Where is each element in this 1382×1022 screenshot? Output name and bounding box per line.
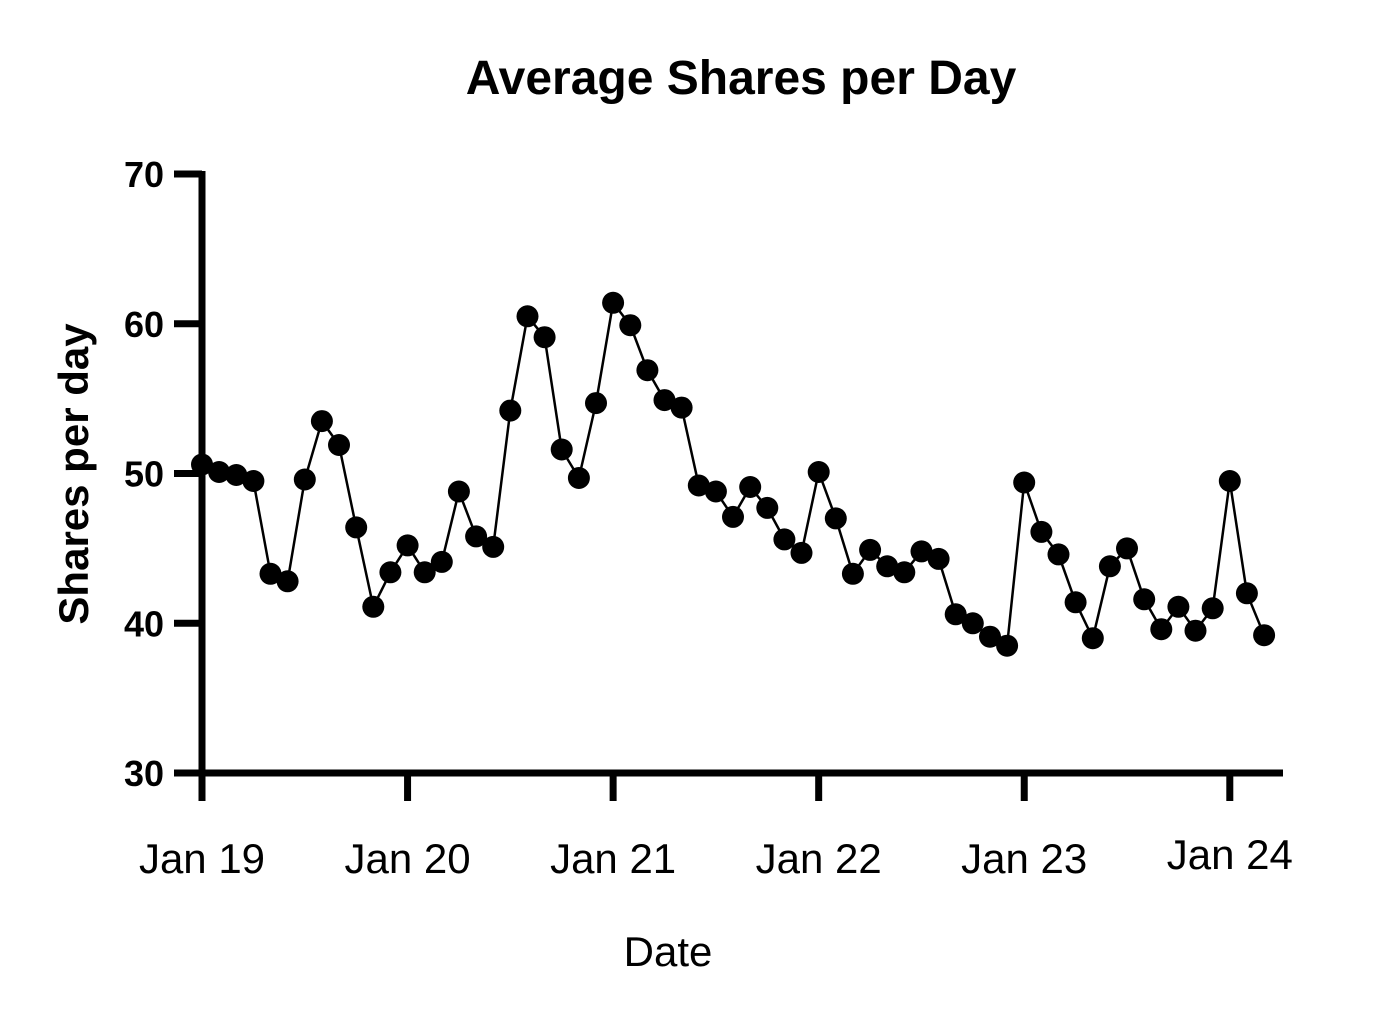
data-point <box>191 453 213 476</box>
data-point <box>961 612 984 635</box>
data-point <box>585 392 607 415</box>
x-tick-label: Jan 19 <box>139 835 265 882</box>
data-point <box>893 561 916 584</box>
data-point <box>396 534 419 557</box>
series-line <box>201 299 1266 648</box>
data-point <box>1218 470 1241 492</box>
data-point <box>1064 591 1087 614</box>
data-point <box>1047 543 1070 566</box>
data-point <box>1253 624 1276 647</box>
data-point <box>910 540 933 563</box>
data-point <box>259 562 282 585</box>
data-point <box>670 396 693 419</box>
chart-title: Average Shares per Day <box>466 52 1017 105</box>
data-point <box>208 461 231 483</box>
data-point <box>1116 537 1138 560</box>
y-tick-label: 70 <box>124 154 164 195</box>
data-point <box>704 480 727 503</box>
data-point <box>773 528 796 551</box>
data-point <box>379 561 402 584</box>
data-point <box>739 476 762 498</box>
data-point <box>430 550 453 573</box>
x-tick-label: Jan 23 <box>961 835 1087 882</box>
data-point <box>465 525 488 548</box>
data-point <box>756 496 779 519</box>
data-point <box>345 516 368 539</box>
data-points <box>191 291 1276 657</box>
data-point <box>1133 588 1156 611</box>
data-point <box>293 468 316 491</box>
data-point <box>979 625 1001 648</box>
data-point <box>225 464 248 486</box>
data-point <box>310 410 333 433</box>
data-point <box>533 326 556 349</box>
data-point <box>1081 627 1104 650</box>
data-point <box>1030 520 1053 543</box>
y-axis-ticks: 30 40 50 60 70 <box>124 154 202 794</box>
data-point <box>824 507 847 530</box>
data-point <box>927 547 950 570</box>
x-tick-label: Jan 21 <box>550 835 676 882</box>
y-tick-label: 30 <box>124 753 164 794</box>
data-point <box>328 434 350 456</box>
data-point <box>1098 555 1121 578</box>
data-point <box>550 438 573 461</box>
data-point <box>499 399 522 422</box>
data-point <box>516 305 539 328</box>
data-point <box>1184 619 1207 642</box>
data-point <box>1201 597 1224 620</box>
x-tick-label: Jan 22 <box>756 835 882 882</box>
data-point <box>636 359 659 382</box>
data-point <box>242 470 265 492</box>
data-point <box>482 535 505 558</box>
data-point <box>619 314 642 337</box>
data-point <box>1167 595 1190 618</box>
data-point <box>859 538 882 561</box>
data-point <box>276 570 299 593</box>
data-point <box>1150 618 1173 641</box>
y-tick-label: 50 <box>124 454 164 495</box>
x-tick-label: Jan 24 <box>1167 831 1293 878</box>
data-point <box>722 505 744 528</box>
data-point <box>1013 471 1036 494</box>
data-point <box>790 541 813 564</box>
data-point <box>841 562 864 585</box>
data-point <box>362 595 385 618</box>
y-tick-label: 60 <box>124 304 164 345</box>
data-point <box>413 561 436 584</box>
data-point <box>567 467 590 489</box>
data-point <box>447 480 470 503</box>
y-tick-label: 40 <box>124 603 164 644</box>
data-point <box>876 555 899 578</box>
data-point <box>944 603 967 626</box>
data-point <box>602 291 625 314</box>
data-point <box>1235 582 1258 605</box>
x-tick-label: Jan 20 <box>345 835 471 882</box>
data-point <box>996 634 1019 657</box>
y-axis-label: Shares per day <box>50 323 97 625</box>
data-point <box>653 389 676 412</box>
data-point <box>687 474 710 497</box>
x-axis-label: Date <box>624 928 713 975</box>
data-point <box>807 461 830 483</box>
x-axis-ticks: Jan 19 Jan 20 Jan 21 Jan 22 Jan 23 Jan 24 <box>139 773 1293 882</box>
